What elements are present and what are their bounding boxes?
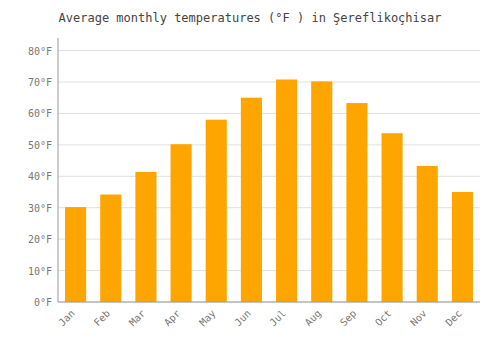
x-axis-line: [58, 302, 480, 303]
x-tick-label: Feb: [92, 308, 113, 329]
bar: [241, 98, 262, 302]
bar: [311, 81, 332, 302]
x-tick-label: Aug: [303, 308, 324, 329]
grid-line: [58, 302, 480, 303]
bar: [171, 144, 192, 302]
y-tick-label: 10°F: [28, 266, 52, 277]
y-tick-label: 80°F: [28, 46, 52, 57]
grid-line: [58, 82, 480, 83]
x-tick-label: Oct: [373, 308, 394, 329]
bar: [206, 120, 227, 302]
grid-line: [58, 113, 480, 114]
x-tick-label: Dec: [443, 308, 464, 329]
x-tick-label: Apr: [162, 308, 183, 329]
y-tick-label: 0°F: [34, 297, 52, 308]
y-tick-label: 50°F: [28, 140, 52, 151]
x-tick-label: Jul: [267, 308, 288, 329]
bar: [100, 195, 121, 302]
bar: [276, 79, 297, 302]
chart: Average monthly temperatures (°F ) in Şe…: [0, 0, 500, 350]
y-tick-label: 70°F: [28, 77, 52, 88]
x-tick-label: Sep: [338, 308, 359, 329]
bar: [135, 172, 156, 302]
bar: [382, 133, 403, 302]
y-tick-label: 60°F: [28, 108, 52, 119]
bars: [65, 79, 473, 302]
y-axis-line: [58, 38, 59, 302]
grid-line: [58, 144, 480, 145]
bar: [65, 207, 86, 302]
title: Average monthly temperatures (°F ) in Şe…: [59, 11, 442, 25]
bar: [452, 192, 473, 302]
x-tick-label: Nov: [408, 308, 429, 329]
y-tick-label: 20°F: [28, 234, 52, 245]
x-tick-label: May: [197, 308, 218, 329]
y-tick-label: 30°F: [28, 203, 52, 214]
grid-line: [58, 50, 480, 51]
x-tick-label: Mar: [127, 308, 148, 329]
bar: [417, 166, 438, 302]
chart-container: Average monthly temperatures (°F ) in Şe…: [0, 0, 500, 350]
x-tick-label: Jun: [232, 308, 253, 329]
x-tick-label: Jan: [56, 308, 77, 329]
y-tick-label: 40°F: [28, 171, 52, 182]
bar: [346, 103, 367, 302]
